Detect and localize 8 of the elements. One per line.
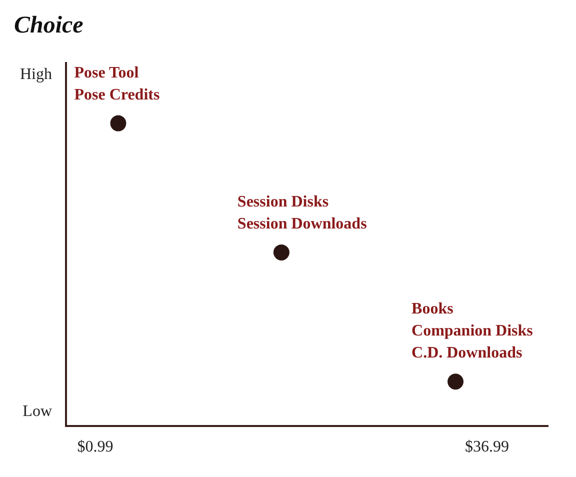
text: Low (22, 403, 52, 420)
annotation: Pose Tool Pose Credits (74, 64, 160, 104)
annotation: Books Companion Disks C.D. Downloads (412, 300, 533, 362)
x-tick-label: $0.99 (77, 438, 114, 456)
text: High (20, 66, 52, 84)
x-tick-label: $36.99 (464, 438, 509, 456)
annotation: Session Disks Session Downloads (237, 193, 367, 232)
chart-title: Choice (14, 12, 84, 39)
